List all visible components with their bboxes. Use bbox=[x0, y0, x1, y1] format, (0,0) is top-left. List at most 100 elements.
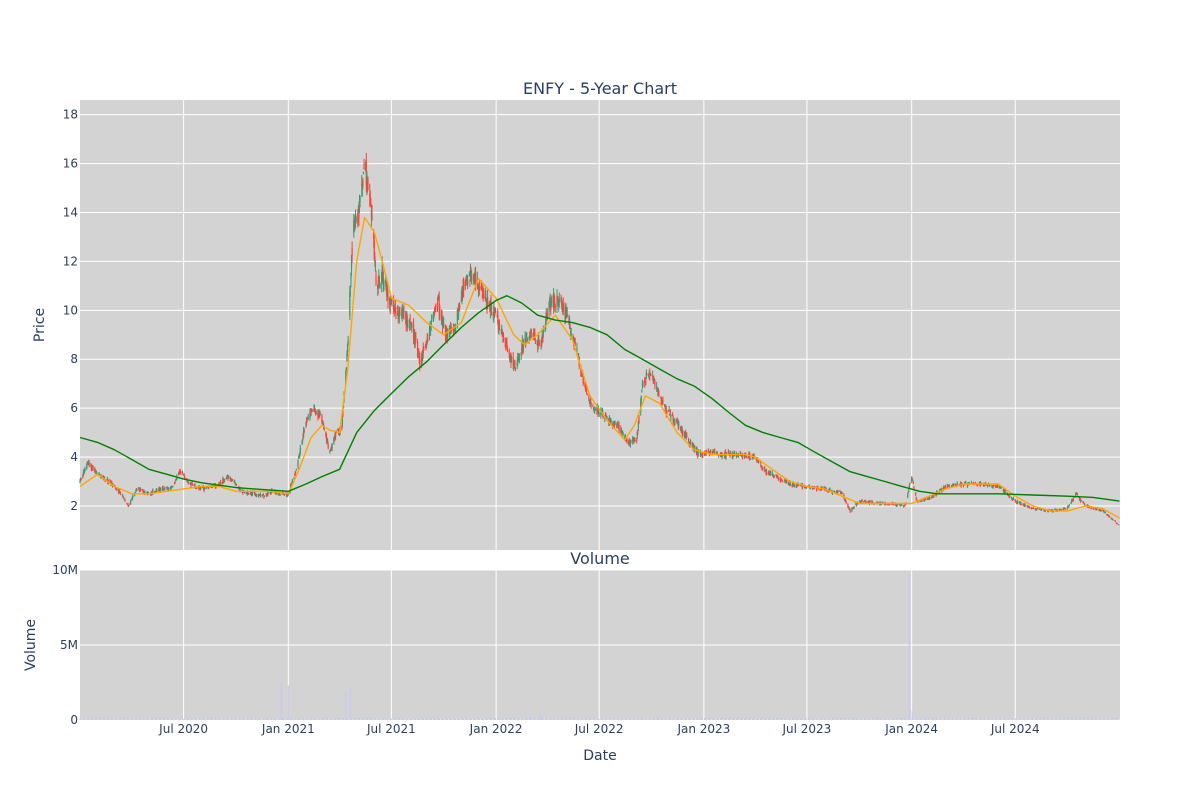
candle-body bbox=[355, 217, 357, 222]
candle-body bbox=[187, 481, 189, 484]
volume-bar bbox=[262, 718, 264, 720]
volume-bar bbox=[375, 718, 377, 720]
candle-body bbox=[378, 275, 380, 282]
volume-bar bbox=[351, 717, 353, 720]
volume-bar bbox=[174, 719, 175, 720]
volume-bar bbox=[1080, 718, 1082, 720]
volume-bar bbox=[557, 718, 559, 720]
candle-body bbox=[319, 414, 321, 416]
candle-body bbox=[716, 452, 719, 454]
candle-body bbox=[1030, 507, 1032, 509]
candle-body bbox=[648, 374, 650, 376]
volume-bar bbox=[243, 719, 245, 720]
candle-body bbox=[654, 382, 656, 386]
candle-body bbox=[379, 283, 381, 287]
volume-bar bbox=[232, 718, 233, 720]
volume-bar bbox=[1112, 718, 1113, 720]
volume-bar bbox=[200, 718, 202, 720]
volume-bar bbox=[863, 719, 865, 720]
volume-bar bbox=[569, 718, 571, 720]
candle-body bbox=[504, 337, 506, 344]
volume-bar bbox=[236, 717, 237, 720]
volume-bar bbox=[110, 718, 112, 720]
volume-bar bbox=[900, 717, 902, 720]
candle-body bbox=[716, 451, 718, 453]
volume-bar bbox=[429, 718, 431, 720]
candle-body bbox=[616, 424, 618, 429]
volume-bar bbox=[856, 718, 858, 720]
volume-bar bbox=[773, 717, 775, 720]
candle-body bbox=[589, 399, 591, 403]
volume-bar bbox=[166, 719, 168, 720]
candle-body bbox=[469, 266, 472, 280]
candle-body bbox=[205, 488, 207, 489]
volume-bar bbox=[720, 718, 722, 720]
volume-bar bbox=[227, 718, 228, 720]
volume-bar bbox=[688, 719, 689, 720]
candle-body bbox=[443, 324, 445, 327]
volume-bar bbox=[795, 718, 797, 720]
volume-bar bbox=[445, 718, 447, 720]
candle-body bbox=[251, 491, 254, 496]
candle-body bbox=[570, 334, 572, 335]
volume-spike-bar bbox=[349, 687, 351, 720]
candle-body bbox=[781, 480, 784, 482]
candle-body bbox=[408, 320, 411, 324]
candle-body bbox=[703, 453, 706, 455]
volume-bar bbox=[188, 718, 190, 720]
candle-body bbox=[797, 484, 799, 486]
candle-body bbox=[191, 482, 193, 484]
volume-bar bbox=[94, 718, 96, 720]
candle-body bbox=[965, 481, 967, 483]
candle-body bbox=[847, 504, 849, 507]
volume-bar bbox=[744, 718, 746, 720]
volume-bar bbox=[331, 718, 333, 720]
volume-bar bbox=[508, 718, 510, 720]
candle-body bbox=[481, 286, 483, 290]
candle-body bbox=[1044, 510, 1047, 512]
volume-bar bbox=[402, 718, 404, 720]
volume-bar bbox=[549, 718, 551, 720]
candle-body bbox=[399, 313, 401, 315]
candle-body bbox=[697, 450, 699, 456]
volume-bar bbox=[519, 718, 520, 720]
candle-body bbox=[528, 337, 530, 341]
candle-body bbox=[181, 472, 184, 474]
candle-body bbox=[939, 489, 941, 491]
candle-body bbox=[168, 487, 170, 491]
volume-bar bbox=[118, 718, 120, 720]
candle-body bbox=[653, 379, 655, 381]
candle-body bbox=[624, 435, 626, 439]
volume-bar bbox=[857, 719, 859, 720]
volume-bar bbox=[430, 718, 432, 720]
candle-body bbox=[1114, 520, 1117, 522]
volume-bar bbox=[944, 718, 946, 720]
volume-bar bbox=[476, 719, 478, 720]
candle-body bbox=[576, 348, 578, 352]
candle-body bbox=[514, 367, 517, 369]
volume-bar bbox=[690, 718, 692, 720]
candle-body bbox=[424, 345, 427, 347]
volume-bar bbox=[477, 719, 479, 720]
volume-bar bbox=[1078, 718, 1080, 720]
candle-body bbox=[259, 493, 262, 496]
volume-bar bbox=[282, 718, 284, 720]
volume-bar bbox=[1034, 719, 1036, 720]
volume-bar bbox=[410, 718, 412, 720]
candle-body bbox=[707, 451, 710, 453]
candle-body bbox=[907, 494, 909, 498]
candle-body bbox=[179, 470, 181, 472]
candle-body bbox=[1007, 494, 1010, 496]
candle-body bbox=[211, 484, 213, 486]
candle-body bbox=[1062, 508, 1064, 510]
candle-body bbox=[691, 444, 694, 447]
volume-bar bbox=[517, 718, 519, 720]
volume-bar bbox=[919, 718, 921, 720]
volume-bar bbox=[1082, 717, 1084, 720]
volume-bar bbox=[793, 717, 795, 720]
volume-bar bbox=[759, 718, 761, 720]
volume-bar bbox=[712, 718, 714, 720]
volume-bar bbox=[899, 717, 901, 720]
candle-body bbox=[568, 318, 571, 328]
volume-bar bbox=[279, 717, 281, 720]
